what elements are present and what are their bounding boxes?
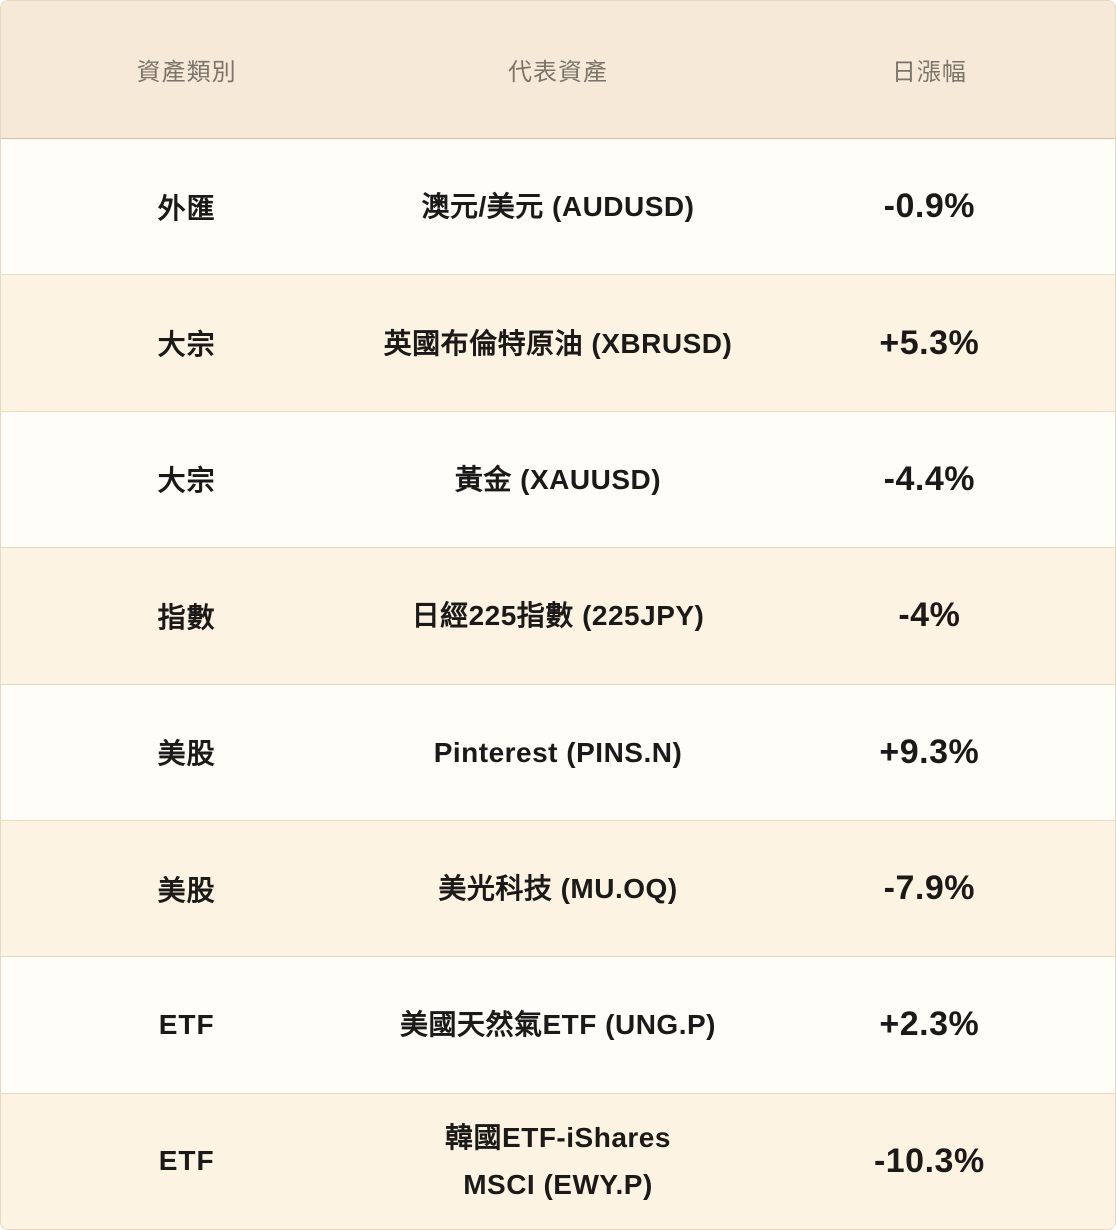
daily-change-cell: -4%	[898, 596, 961, 635]
category-cell: ETF	[158, 1145, 215, 1177]
table-row: 美股 美光科技 (MU.OQ) -7.9%	[1, 819, 1115, 957]
category-cell: 美股	[157, 738, 216, 770]
category-cell: 大宗	[157, 465, 216, 497]
asset-cell: 美國天然氣ETF (UNG.P)	[399, 1009, 716, 1041]
asset-cell: 韓國ETF-iShares MSCI (EWY.P)	[445, 1122, 671, 1201]
daily-change-cell: -7.9%	[883, 869, 975, 908]
column-header-category: 資產類別	[136, 59, 237, 86]
daily-change-cell: +9.3%	[879, 732, 980, 771]
category-cell: ETF	[158, 1008, 215, 1040]
asset-cell: 美光科技 (MU.OQ)	[438, 873, 678, 905]
table-row: 美股 Pinterest (PINS.N) +9.3%	[1, 683, 1115, 820]
table-body: 外匯 澳元/美元 (AUDUSD) -0.9% 大宗 英國布倫特原油 (XBRUSD) +…	[1, 139, 1115, 1229]
daily-change-cell: +2.3%	[879, 1005, 980, 1044]
category-cell: 指數	[157, 601, 216, 633]
daily-change-cell: -10.3%	[873, 1141, 985, 1180]
table-row: 指數 日經225指數 (225JPY) -4%	[1, 547, 1115, 684]
column-header-daily-change: 日漲幅	[891, 59, 967, 86]
column-header-asset: 代表資產	[507, 59, 608, 86]
table-row: ETF 美國天然氣ETF (UNG.P) +2.3%	[1, 956, 1115, 1093]
asset-cell: Pinterest (PINS.N)	[433, 736, 683, 768]
category-cell: 外匯	[157, 192, 216, 224]
daily-change-cell: -0.9%	[883, 187, 975, 226]
table-row: 大宗 英國布倫特原油 (XBRUSD) +5.3%	[1, 274, 1115, 411]
asset-cell: 英國布倫特原油 (XBRUSD)	[383, 327, 733, 359]
table-row: ETF 韓國ETF-iShares MSCI (EWY.P) -10.3%	[1, 1092, 1115, 1229]
asset-cell: 日經225指數 (225JPY)	[411, 600, 705, 632]
table-row: 外匯 澳元/美元 (AUDUSD) -0.9%	[1, 139, 1115, 275]
daily-change-cell: -4.4%	[883, 459, 975, 498]
category-cell: 美股	[157, 874, 216, 906]
category-cell: 大宗	[157, 329, 216, 361]
asset-cell: 澳元/美元 (AUDUSD)	[421, 191, 695, 223]
table-row: 大宗 黃金 (XAUUSD) -4.4%	[1, 410, 1115, 548]
table-header: 資產類別 代表資產 日漲幅	[1, 1, 1115, 139]
daily-change-cell: +5.3%	[879, 323, 980, 362]
asset-cell: 黃金 (XAUUSD)	[454, 463, 662, 495]
